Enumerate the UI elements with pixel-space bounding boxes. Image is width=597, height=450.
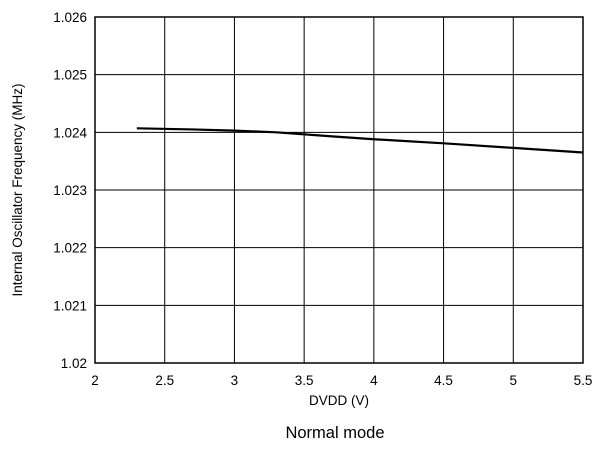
- y-tick-label: 1.02: [61, 356, 87, 371]
- x-tick-label: 5.5: [574, 373, 593, 388]
- plot-frame: [94, 16, 584, 364]
- y-tick-label: 1.026: [53, 10, 87, 25]
- y-tick-label: 1.025: [53, 68, 87, 83]
- y-axis-title: Internal Oscillator Frequency (MHz): [10, 83, 25, 296]
- x-axis-title: DVDD (V): [309, 393, 369, 408]
- x-tick-label: 3: [231, 373, 239, 388]
- x-tick-label: 4: [370, 373, 378, 388]
- chart-caption: Normal mode: [285, 424, 384, 442]
- y-tick-labels: 1.02 1.021 1.022 1.023 1.024 1.025 1.026: [53, 10, 87, 371]
- x-tick-label: 3.5: [295, 373, 314, 388]
- y-tick-label: 1.023: [53, 183, 87, 198]
- series-layer: [136, 127, 584, 154]
- y-tick-label: 1.024: [53, 125, 87, 140]
- y-tick-label: 1.021: [53, 298, 87, 313]
- series-line: [136, 127, 584, 154]
- x-tick-label: 5: [510, 373, 518, 388]
- x-tick-labels: 2 2.5 3 3.5 4 4.5 5 5.5: [91, 373, 592, 388]
- y-tick-label: 1.022: [53, 241, 87, 256]
- x-tick-label: 4.5: [434, 373, 453, 388]
- x-tick-label: 2: [91, 373, 99, 388]
- x-tick-label: 2.5: [155, 373, 174, 388]
